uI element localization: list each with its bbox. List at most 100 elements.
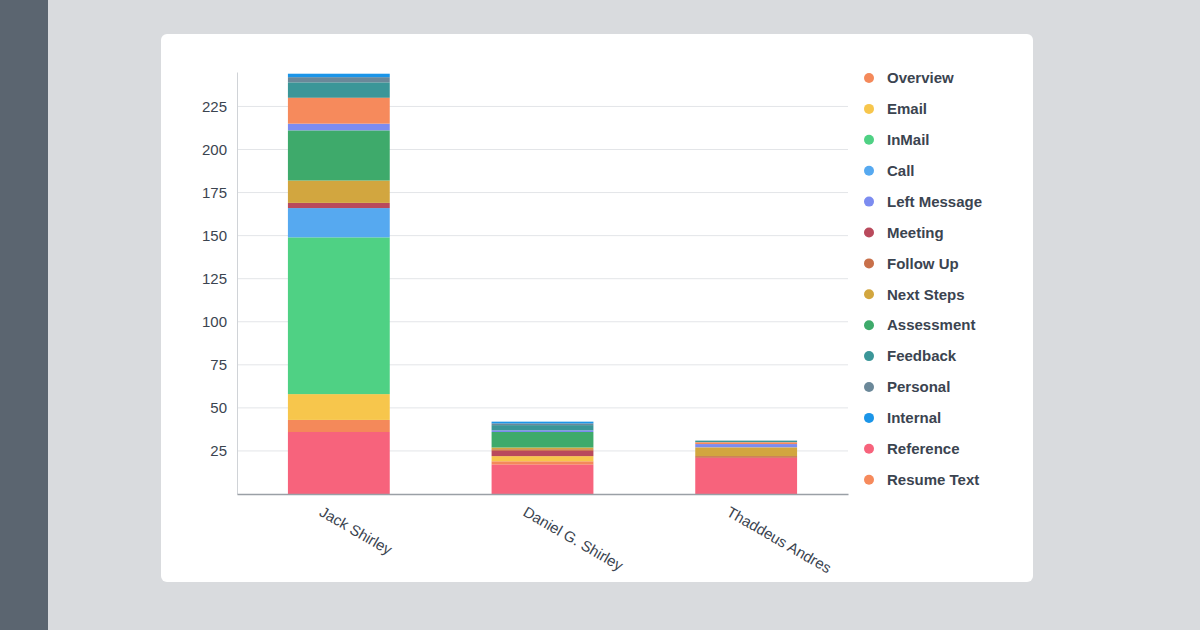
y-tick-label: 25 — [210, 442, 227, 459]
bar-segment[interactable] — [695, 444, 797, 447]
bar-segment[interactable] — [492, 451, 594, 456]
bar-segment[interactable] — [492, 456, 594, 461]
legend-label: Meeting — [887, 224, 944, 241]
series — [288, 77, 594, 425]
legend-swatch — [864, 351, 874, 361]
y-tick: 50 — [210, 399, 237, 416]
x-axis-line — [238, 494, 849, 496]
series — [288, 131, 594, 448]
bar-segment[interactable] — [695, 458, 797, 494]
legend-label: Personal — [887, 378, 950, 395]
bar-segment[interactable] — [288, 131, 390, 181]
legend-item: Next Steps — [864, 286, 965, 303]
bar-segment[interactable] — [492, 430, 594, 432]
y-tick: 125 — [202, 270, 237, 287]
legend-item: Follow Up — [864, 255, 959, 272]
legend-swatch — [864, 413, 874, 423]
legend-label: Call — [887, 162, 915, 179]
bar-segment[interactable] — [695, 447, 797, 448]
legend-label: Overview — [887, 69, 954, 86]
legend-swatch — [864, 258, 874, 268]
bar-segment[interactable] — [288, 124, 390, 131]
bar-segment[interactable] — [492, 432, 594, 448]
legend-item: Internal — [864, 409, 941, 426]
y-tick-label: 75 — [210, 356, 227, 373]
y-tick: 75 — [210, 356, 237, 373]
x-tick: Jack Shirley — [317, 494, 396, 558]
legend-swatch — [864, 197, 874, 207]
y-tick: 25 — [210, 442, 237, 459]
legend-item: Assessment — [864, 316, 975, 333]
grid — [237, 106, 848, 450]
bar-segment[interactable] — [288, 237, 390, 394]
legend-item: Overview — [864, 69, 954, 86]
bar-segment[interactable] — [492, 465, 594, 494]
bar-segment[interactable] — [695, 447, 797, 456]
bar-segment[interactable] — [492, 430, 594, 431]
series — [288, 82, 797, 442]
legend-item: Reference — [864, 440, 960, 457]
x-tick-label: Daniel G. Shirley — [520, 503, 626, 574]
series — [288, 181, 797, 457]
legend-label: Assessment — [887, 316, 975, 333]
x-tick: Daniel G. Shirley — [520, 494, 626, 574]
legend-item: Left Message — [864, 193, 982, 210]
y-axis-line — [237, 73, 238, 495]
bar-segment[interactable] — [695, 440, 797, 441]
bar-segment[interactable] — [492, 461, 594, 464]
y-tick: 100 — [202, 313, 237, 330]
x-tick: Thaddeus Andres — [724, 494, 834, 576]
legend-swatch — [864, 73, 874, 83]
sidebar — [0, 0, 48, 630]
legend-swatch — [864, 289, 874, 299]
bar-segment[interactable] — [288, 77, 390, 82]
bar-segment[interactable] — [288, 98, 390, 124]
bar-segment[interactable] — [288, 181, 390, 203]
legend-item: Meeting — [864, 224, 944, 241]
bar-segment[interactable] — [492, 422, 594, 424]
bar-segment[interactable] — [288, 394, 390, 420]
y-tick-label: 150 — [202, 227, 227, 244]
bar-segment[interactable] — [695, 441, 797, 443]
bar-segment[interactable] — [288, 432, 390, 494]
legend-item: Personal — [864, 378, 950, 395]
y-tick-label: 175 — [202, 184, 227, 201]
y-tick-label: 50 — [210, 399, 227, 416]
x-tick-label: Jack Shirley — [317, 503, 396, 558]
bar-segment[interactable] — [288, 420, 390, 432]
legend-item: Resume Text — [864, 471, 979, 488]
bars — [288, 74, 797, 494]
series — [288, 432, 797, 494]
legend-item: Email — [864, 100, 927, 117]
legend-label: Left Message — [887, 193, 982, 210]
y-tick-label: 100 — [202, 313, 227, 330]
bar-segment[interactable] — [492, 425, 594, 430]
x-axis: Jack Shirley Daniel G. Shirley Thaddeus An… — [238, 494, 849, 576]
bar-segment[interactable] — [288, 82, 390, 98]
bar-segment[interactable] — [695, 440, 797, 441]
legend-label: Next Steps — [887, 286, 965, 303]
x-tick-label: Thaddeus Andres — [724, 503, 834, 577]
bar-segment[interactable] — [288, 208, 390, 237]
bar-segment[interactable] — [492, 423, 594, 425]
bar-segment[interactable] — [695, 456, 797, 458]
legend-label: Resume Text — [887, 471, 979, 488]
bar-segment[interactable] — [288, 203, 390, 208]
y-tick-label: 225 — [202, 98, 227, 115]
legend-item: Feedback — [864, 347, 957, 364]
legend-swatch — [864, 444, 874, 454]
series — [288, 237, 390, 394]
bar-segment[interactable] — [492, 447, 594, 449]
legend-swatch — [864, 135, 874, 145]
bar-segment[interactable] — [288, 74, 390, 77]
y-axis: 25 50 75 100 125 150 175 200 225 — [202, 73, 238, 495]
series — [288, 74, 594, 424]
bar-segment[interactable] — [492, 449, 594, 451]
legend-swatch — [864, 104, 874, 114]
bar-segment[interactable] — [695, 442, 797, 444]
y-tick: 200 — [202, 141, 237, 158]
y-tick: 150 — [202, 227, 237, 244]
legend-swatch — [864, 475, 874, 485]
legend-label: Reference — [887, 440, 960, 457]
y-tick: 175 — [202, 184, 237, 201]
